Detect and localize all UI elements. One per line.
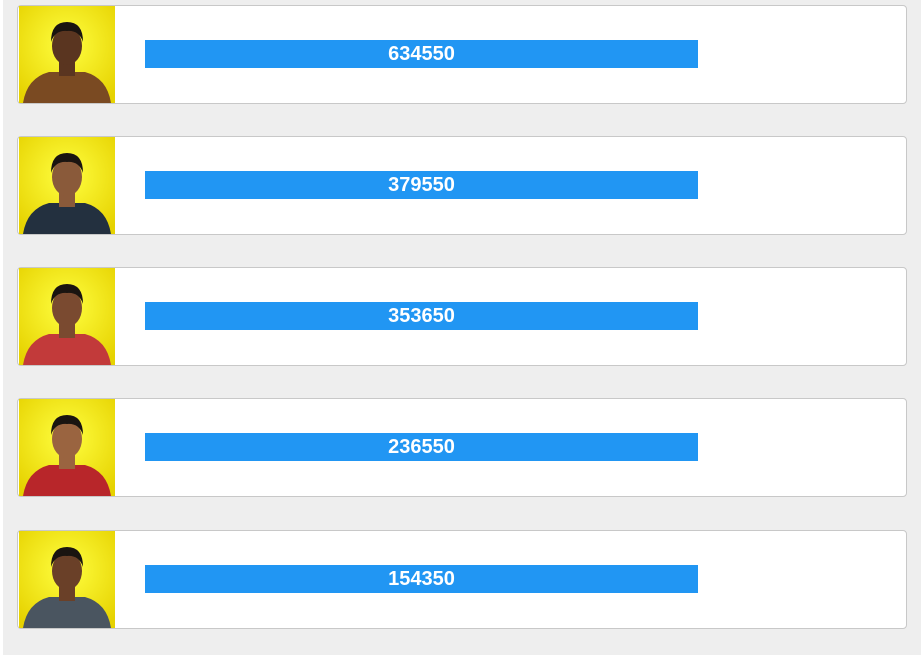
contestant-photo — [19, 268, 115, 365]
vote-count: 154350 — [145, 565, 698, 593]
vote-count: 379550 — [145, 171, 698, 199]
vote-count: 236550 — [145, 433, 698, 461]
vote-count: 353650 — [145, 302, 698, 330]
contestant-photo — [19, 399, 115, 496]
contestant-photo — [19, 137, 115, 234]
contestant-card: 236550 — [17, 398, 907, 497]
contestant-card: 154350 — [17, 530, 907, 629]
vote-list: 634550 379550 353650 236550 154350 — [3, 0, 921, 655]
contestant-card: 379550 — [17, 136, 907, 235]
contestant-card: 353650 — [17, 267, 907, 366]
contestant-photo — [19, 6, 115, 103]
contestant-card: 634550 — [17, 5, 907, 104]
vote-count: 634550 — [145, 40, 698, 68]
contestant-photo — [19, 531, 115, 628]
